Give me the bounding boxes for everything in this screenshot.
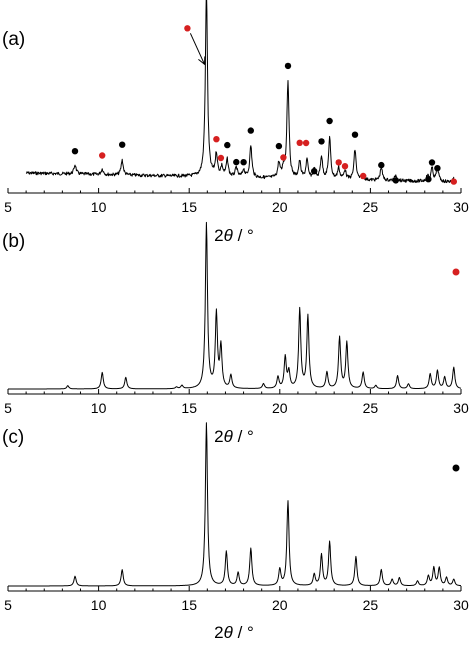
black-peak-marker — [311, 168, 318, 175]
black-peak-marker — [351, 131, 359, 138]
x-tick-label: 15 — [181, 400, 197, 416]
black-peak-marker — [284, 62, 292, 70]
red-peak-marker — [217, 154, 225, 162]
x-tick-label: 15 — [181, 597, 197, 613]
panel-b: 5 10 15 20 25 30 (b) 2θ / ° — [2, 221, 469, 446]
red-peak-marker — [280, 154, 287, 161]
x-tick-label: 30 — [453, 199, 469, 215]
black-peak-marker — [119, 141, 126, 148]
x-tick-label: 15 — [181, 199, 197, 215]
diffraction-trace — [25, 0, 455, 184]
black-peak-marker — [434, 165, 441, 172]
x-tick-label: 30 — [453, 597, 469, 613]
x-tick-label: 10 — [91, 400, 107, 416]
x-axis-label: 2θ / ° — [214, 623, 254, 642]
black-peak-marker — [392, 177, 399, 184]
legend-marker — [452, 464, 460, 472]
x-tick-label: 20 — [272, 597, 288, 613]
x-tick-label: 25 — [363, 597, 379, 613]
black-peak-marker — [378, 161, 385, 169]
x-tick-label: 5 — [4, 597, 12, 613]
black-peak-marker — [224, 141, 231, 149]
black-peak-marker — [240, 159, 247, 166]
x-tick-label: 20 — [272, 400, 288, 416]
x-tick-label: 25 — [363, 199, 379, 215]
diffraction-trace — [8, 422, 461, 587]
black-peak-marker — [247, 127, 254, 134]
red-peak-marker — [360, 172, 367, 180]
red-peak-marker — [335, 159, 342, 166]
black-peak-marker — [275, 142, 283, 150]
x-axis-label: 2θ / ° — [214, 427, 254, 446]
arrow-head — [198, 56, 206, 66]
x-tick-label: 5 — [4, 400, 12, 416]
red-peak-marker — [341, 163, 349, 170]
red-peak-marker — [296, 139, 303, 146]
x-tick-label: 10 — [91, 597, 107, 613]
red-peak-marker — [450, 178, 457, 185]
red-peak-marker — [184, 25, 191, 32]
panel-label: (b) — [2, 231, 25, 252]
black-peak-marker — [326, 117, 333, 125]
x-tick-label: 10 — [91, 199, 107, 215]
x-tick-label: 5 — [4, 199, 12, 215]
panel-label: (a) — [2, 29, 25, 50]
panel-a: 5 10 15 20 25 30 (a) 2θ / ° — [2, 0, 469, 245]
black-peak-marker — [425, 176, 432, 183]
red-peak-marker — [99, 152, 106, 159]
arrow-line — [189, 33, 205, 65]
black-peak-marker — [428, 159, 436, 166]
black-peak-marker — [71, 148, 79, 155]
black-peak-marker — [233, 158, 240, 166]
red-peak-marker — [213, 136, 220, 143]
red-peak-marker — [302, 139, 310, 147]
panel-label: (c) — [2, 427, 24, 448]
x-tick-label: 20 — [272, 199, 288, 215]
diffraction-trace — [8, 221, 462, 390]
x-tick-label: 25 — [363, 400, 379, 416]
panel-c: 5 10 15 20 25 30 (c) 2θ / ° — [2, 422, 469, 642]
x-axis-label: 2θ / ° — [214, 226, 254, 245]
x-tick-label: 30 — [453, 400, 469, 416]
black-peak-marker — [318, 138, 325, 145]
legend-marker — [452, 268, 460, 276]
